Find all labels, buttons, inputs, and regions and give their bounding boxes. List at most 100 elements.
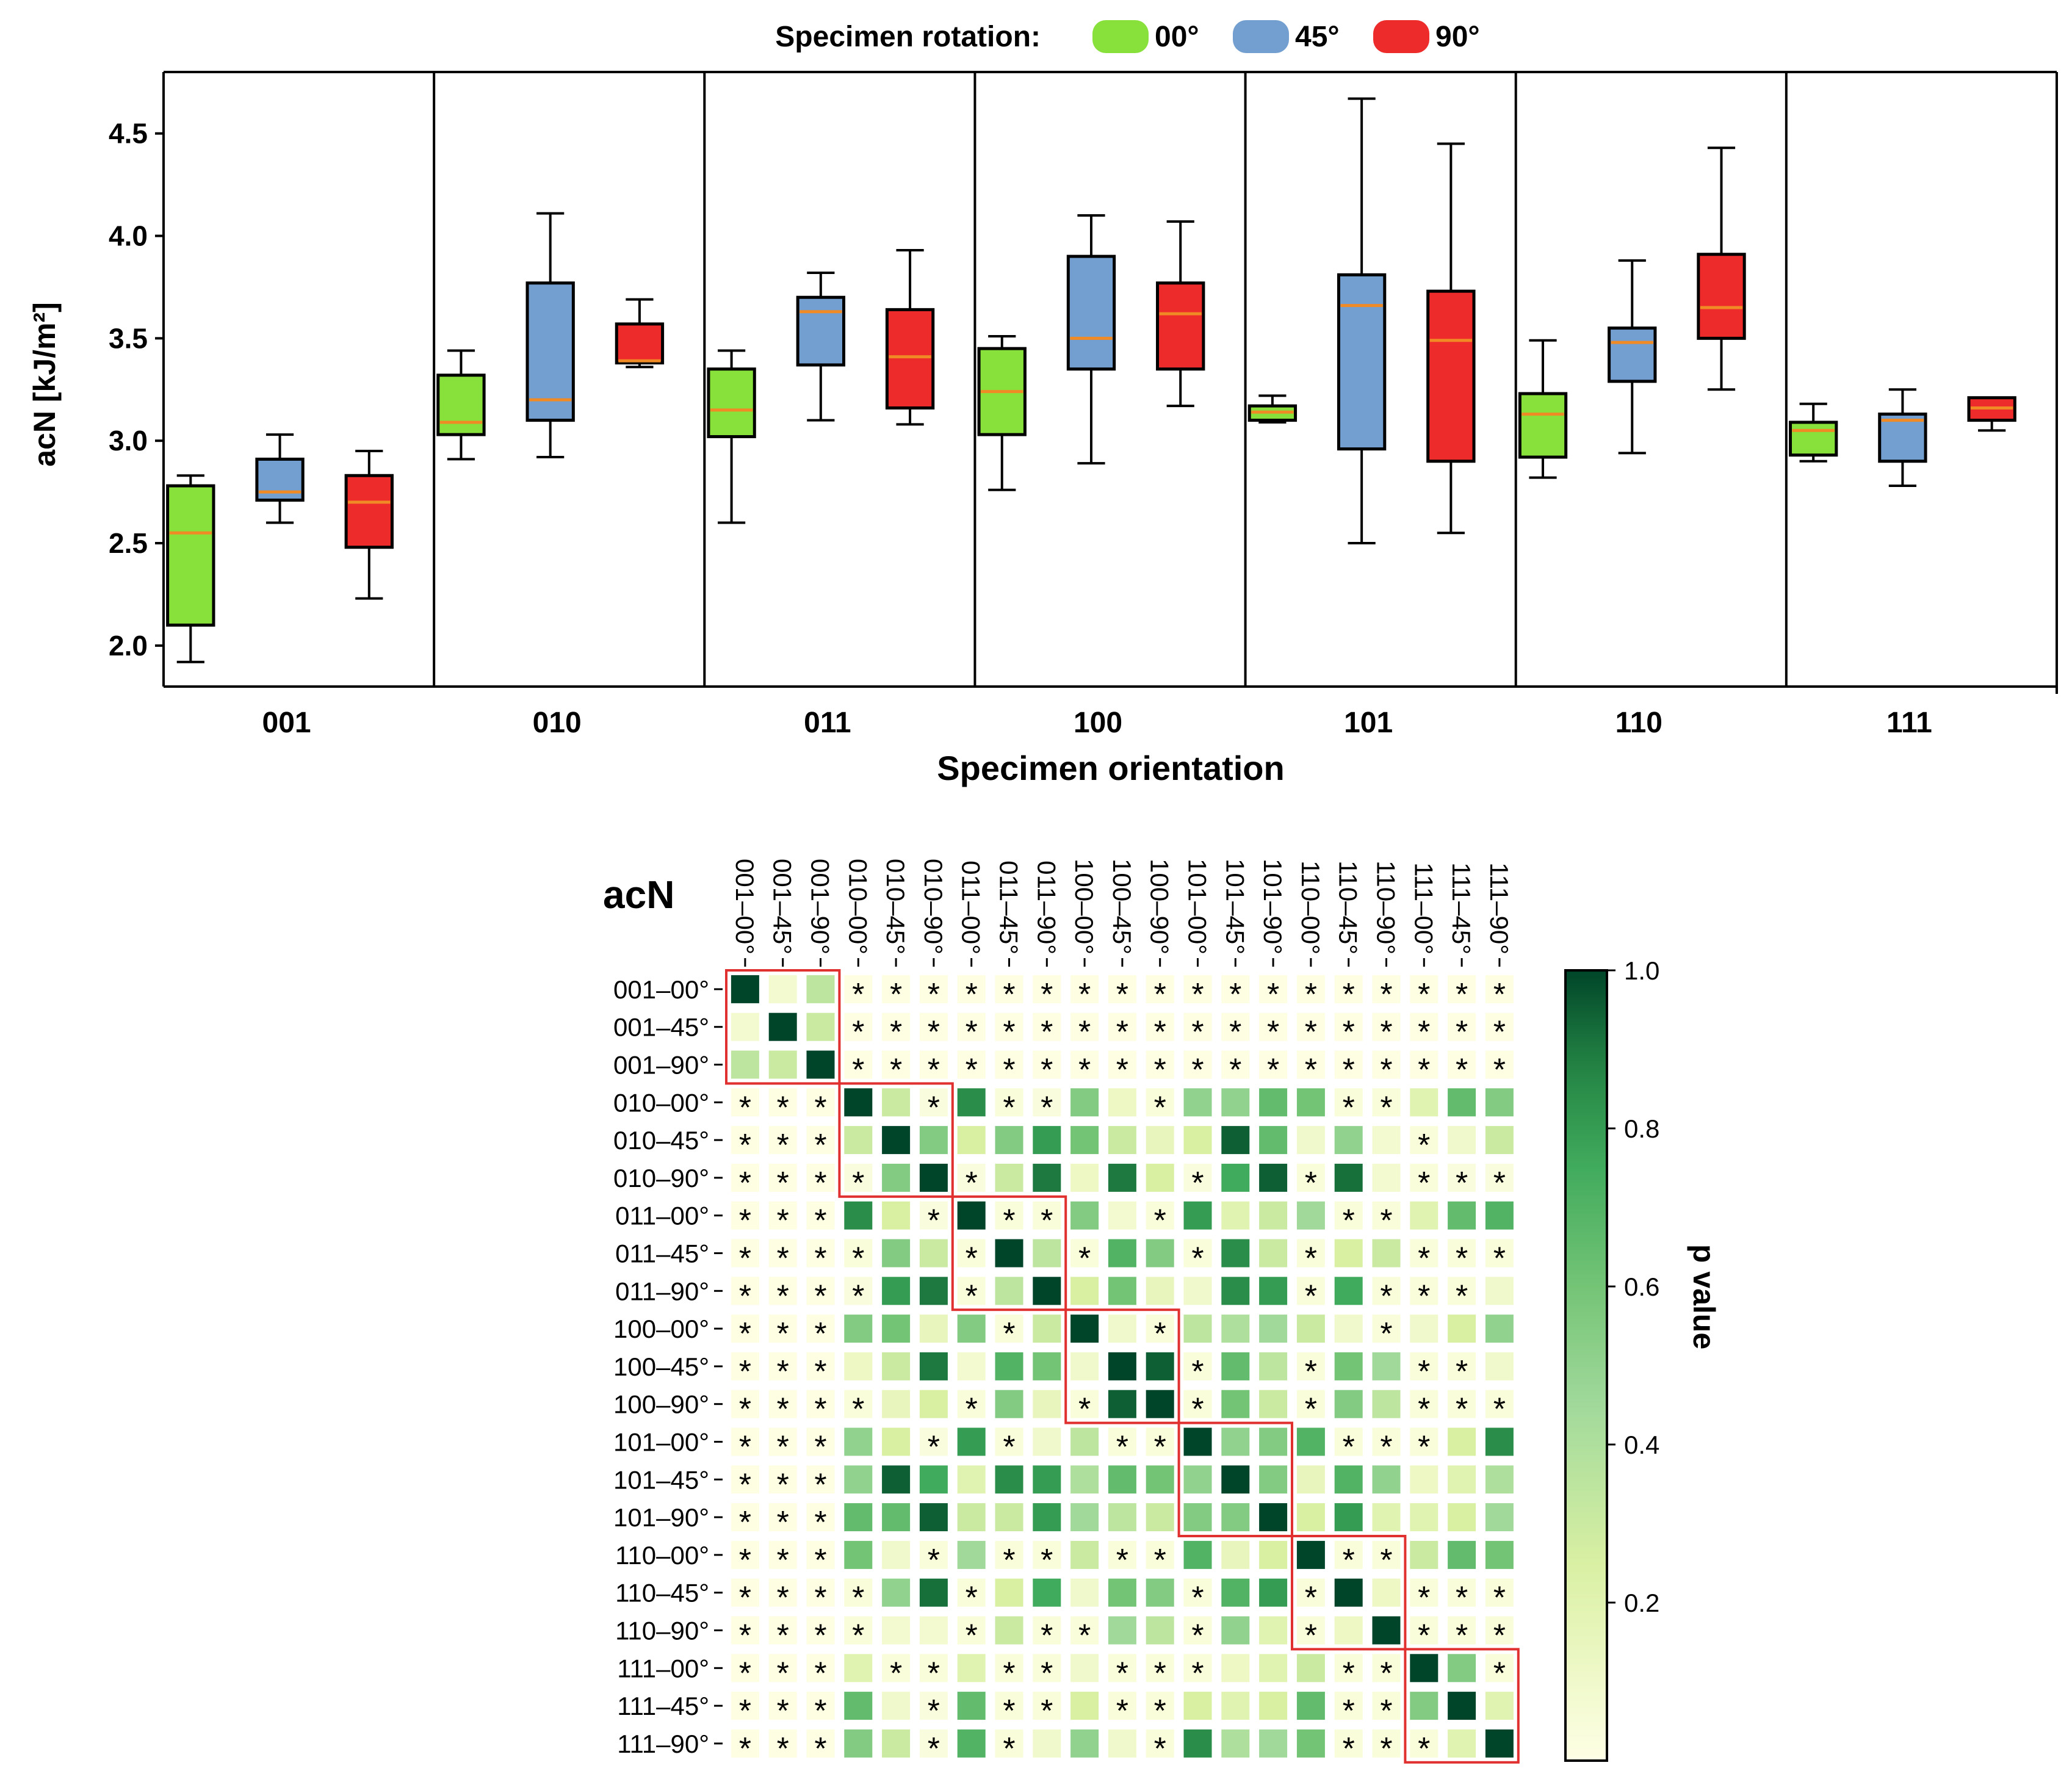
heat-star-5-18: * bbox=[1418, 1166, 1430, 1201]
heat-cell-17-12 bbox=[1183, 1616, 1212, 1645]
col-label-15: 110–00° bbox=[1296, 860, 1325, 954]
heat-star-15-10: * bbox=[1116, 1543, 1128, 1578]
heat-cell-16-20 bbox=[1485, 1578, 1514, 1607]
heat-cell-18-20 bbox=[1485, 1654, 1514, 1683]
heat-star-17-15: * bbox=[1305, 1618, 1317, 1654]
y-tick-label-3: 3.5 bbox=[109, 322, 148, 354]
heat-cell-20-9 bbox=[1070, 1729, 1099, 1758]
heat-cell-12-6 bbox=[957, 1427, 986, 1456]
heat-star-12-0: * bbox=[739, 1430, 751, 1465]
heat-cell-9-8 bbox=[1033, 1315, 1061, 1343]
heat-cell-9-14 bbox=[1259, 1315, 1288, 1343]
heat-star-20-5: * bbox=[928, 1731, 940, 1767]
heat-cell-17-4 bbox=[882, 1616, 911, 1645]
heat-star-7-1: * bbox=[777, 1241, 789, 1277]
heat-cell-19-14 bbox=[1259, 1692, 1288, 1720]
heat-cell-2-5 bbox=[919, 1050, 948, 1079]
heat-cell-16-7 bbox=[995, 1578, 1023, 1607]
heat-star-7-3: * bbox=[852, 1241, 864, 1277]
heat-cell-13-2 bbox=[806, 1465, 835, 1494]
heat-cell-19-17 bbox=[1372, 1692, 1401, 1720]
col-label-12: 101–00° bbox=[1183, 859, 1212, 954]
col-label-3: 010–00° bbox=[843, 859, 872, 954]
heat-star-2-18: * bbox=[1418, 1053, 1430, 1088]
heat-cell-11-20 bbox=[1485, 1390, 1514, 1418]
heat-cell-15-20 bbox=[1485, 1540, 1514, 1569]
heat-star-7-18: * bbox=[1418, 1241, 1430, 1277]
heat-cell-16-4 bbox=[882, 1578, 911, 1607]
heat-cell-20-2 bbox=[806, 1729, 835, 1758]
heat-cell-5-19 bbox=[1448, 1163, 1476, 1192]
heat-cell-2-7 bbox=[995, 1050, 1023, 1079]
heat-cell-20-11 bbox=[1146, 1729, 1174, 1758]
heat-star-5-0: * bbox=[739, 1166, 751, 1201]
heat-star-7-9: * bbox=[1078, 1241, 1091, 1277]
heat-cell-12-9 bbox=[1070, 1427, 1099, 1456]
group-outline-3 bbox=[1064, 1308, 1180, 1424]
heat-cell-2-9 bbox=[1070, 1050, 1099, 1079]
heat-cell-1-12 bbox=[1183, 1012, 1212, 1041]
heat-cell-2-15 bbox=[1296, 1050, 1325, 1079]
heat-star-4-1: * bbox=[777, 1128, 789, 1163]
heat-star-7-6: * bbox=[966, 1241, 978, 1277]
heat-cell-15-7 bbox=[995, 1540, 1023, 1569]
heat-cell-20-12 bbox=[1183, 1729, 1212, 1758]
heat-cell-8-11 bbox=[1146, 1277, 1174, 1305]
heat-star-7-19: * bbox=[1456, 1241, 1468, 1277]
heat-cell-11-12 bbox=[1183, 1390, 1212, 1418]
heat-cell-11-0 bbox=[731, 1390, 759, 1418]
heat-cell-9-15 bbox=[1296, 1315, 1325, 1343]
heat-cell-15-14 bbox=[1259, 1540, 1288, 1569]
heat-star-18-8: * bbox=[1041, 1656, 1053, 1691]
heat-star-1-14: * bbox=[1267, 1015, 1279, 1050]
heat-cell-13-10 bbox=[1108, 1465, 1136, 1494]
heat-cell-16-14 bbox=[1259, 1578, 1288, 1607]
row-label-8: 011–90° bbox=[615, 1277, 709, 1305]
heat-star-19-10: * bbox=[1116, 1694, 1128, 1729]
heat-star-18-4: * bbox=[890, 1656, 902, 1691]
legend-label-0: 00° bbox=[1155, 21, 1199, 53]
heat-star-20-18: * bbox=[1418, 1731, 1430, 1767]
col-label-6: 011–00° bbox=[957, 860, 986, 954]
heat-star-8-2: * bbox=[814, 1279, 826, 1314]
heat-cell-6-0 bbox=[731, 1201, 759, 1230]
heat-star-3-17: * bbox=[1380, 1090, 1392, 1125]
heat-star-2-16: * bbox=[1343, 1053, 1355, 1088]
y-tick-label-0: 2.0 bbox=[109, 630, 148, 662]
heat-cell-18-4 bbox=[882, 1654, 911, 1683]
heat-cell-6-12 bbox=[1183, 1201, 1212, 1230]
heat-cell-20-8 bbox=[1033, 1729, 1061, 1758]
x-tick-label-110: 110 bbox=[1615, 707, 1662, 739]
heat-cell-14-17 bbox=[1372, 1503, 1401, 1532]
heat-cell-19-13 bbox=[1221, 1692, 1250, 1720]
heat-cell-1-15 bbox=[1296, 1012, 1325, 1041]
heat-star-1-19: * bbox=[1456, 1015, 1468, 1050]
heat-cell-7-20 bbox=[1485, 1239, 1514, 1268]
heat-cell-10-6 bbox=[957, 1352, 986, 1380]
heat-cell-6-1 bbox=[768, 1201, 797, 1230]
heat-cell-8-1 bbox=[768, 1277, 797, 1305]
heat-star-15-11: * bbox=[1154, 1543, 1166, 1578]
heatmap-title: acN bbox=[603, 873, 674, 917]
heat-cell-10-13 bbox=[1221, 1352, 1250, 1380]
heat-cell-4-2 bbox=[806, 1126, 835, 1155]
heat-cell-6-4 bbox=[882, 1201, 911, 1230]
heat-cell-2-10 bbox=[1108, 1050, 1136, 1079]
heat-star-2-5: * bbox=[928, 1053, 940, 1088]
box-001-00-iqr bbox=[166, 484, 215, 627]
heat-cell-8-8 bbox=[1033, 1277, 1061, 1305]
heat-star-1-20: * bbox=[1493, 1015, 1506, 1050]
heat-cell-14-4 bbox=[882, 1503, 911, 1532]
heat-cell-17-3 bbox=[844, 1616, 873, 1645]
heat-cell-5-14 bbox=[1259, 1163, 1288, 1192]
heat-cell-2-20 bbox=[1485, 1050, 1514, 1079]
heat-cell-5-2 bbox=[806, 1163, 835, 1192]
heat-cell-16-11 bbox=[1146, 1578, 1174, 1607]
heat-cell-9-9 bbox=[1070, 1315, 1099, 1343]
heat-star-6-17: * bbox=[1380, 1203, 1392, 1239]
heat-star-5-19: * bbox=[1456, 1166, 1468, 1201]
heat-star-1-18: * bbox=[1418, 1015, 1430, 1050]
heat-cell-5-8 bbox=[1033, 1163, 1061, 1192]
heat-cell-18-19 bbox=[1448, 1654, 1476, 1683]
heat-cell-17-7 bbox=[995, 1616, 1023, 1645]
